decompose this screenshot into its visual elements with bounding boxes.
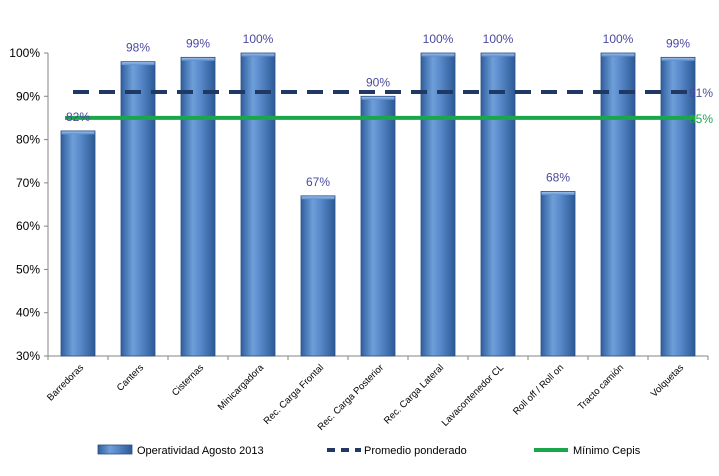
legend-item: Operatividad Agosto 2013 [97, 444, 264, 457]
bar [660, 56, 696, 357]
legend-label: Mínimo Cepis [573, 445, 641, 457]
bar [480, 52, 516, 357]
legend-swatch [97, 444, 133, 455]
category-label: Volquetas [649, 362, 686, 399]
bar-value-label: 100% [243, 32, 274, 46]
bar-highlight [421, 53, 455, 57]
category-label: Tracto camión [576, 362, 626, 412]
bar [360, 95, 396, 357]
bar-highlight [481, 53, 515, 57]
y-tick-label: 70% [16, 176, 40, 190]
bar-value-label: 90% [366, 75, 390, 89]
bar-value-label: 100% [603, 32, 634, 46]
bar [120, 61, 156, 357]
category-label: Lavacontenedor CL [440, 362, 506, 428]
bar [180, 56, 216, 357]
legend-item: Promedio ponderado [327, 445, 467, 457]
bar-value-label: 99% [186, 36, 210, 50]
y-tick-label: 40% [16, 306, 40, 320]
bar-highlight [361, 96, 395, 100]
legend: Operatividad Agosto 2013 Promedio pondera… [97, 444, 641, 457]
bars [60, 52, 696, 357]
bar [600, 52, 636, 357]
bar-highlight [181, 57, 215, 61]
legend-item: Mínimo Cepis [534, 445, 641, 457]
bar-value-label: 99% [666, 36, 690, 50]
bar-value-label: 68% [546, 171, 570, 185]
y-tick-label: 90% [16, 89, 40, 103]
bar-highlight [241, 53, 275, 57]
bar-value-label: 67% [306, 175, 330, 189]
bar-highlight [121, 62, 155, 66]
y-tick-label: 30% [16, 349, 40, 363]
y-tick-label: 100% [9, 46, 40, 60]
legend-label: Promedio ponderado [364, 445, 467, 457]
bar-value-label: 82% [66, 110, 90, 124]
bar-value-label: 100% [483, 32, 514, 46]
category-label: Rec. Carga Posterior [316, 362, 387, 433]
bar-highlight [661, 57, 695, 61]
bar-highlight [541, 192, 575, 196]
bar-highlight [301, 196, 335, 200]
legend-label: Operatividad Agosto 2013 [137, 445, 264, 457]
axes: 30% 40% 50% 60% 70% 80% 90% 100% [9, 46, 709, 363]
category-label: Rec. Carga Lateral [382, 362, 446, 426]
bar [240, 52, 276, 357]
bar [60, 130, 96, 357]
category-label: Barredoras [45, 362, 86, 403]
category-label: Roll off / Roll on [511, 362, 566, 417]
y-tick-label: 50% [16, 262, 40, 276]
category-label: Rec. Carga Frontal [262, 362, 327, 427]
bar [420, 52, 456, 357]
bar-value-label: 100% [423, 32, 454, 46]
bar-highlight [61, 131, 95, 135]
y-tick-label: 80% [16, 133, 40, 147]
category-label: Canters [115, 362, 146, 393]
category-label: Minicargadora [216, 362, 267, 413]
reference-line-label: 85% [689, 112, 713, 126]
bar [300, 195, 336, 357]
reference-line-label: 91% [689, 86, 713, 100]
bar-value-label: 98% [126, 41, 150, 55]
bar-highlight [601, 53, 635, 57]
bar [540, 191, 576, 357]
reference-lines [65, 89, 695, 120]
category-label: Cisternas [170, 362, 206, 398]
y-tick-label: 60% [16, 219, 40, 233]
